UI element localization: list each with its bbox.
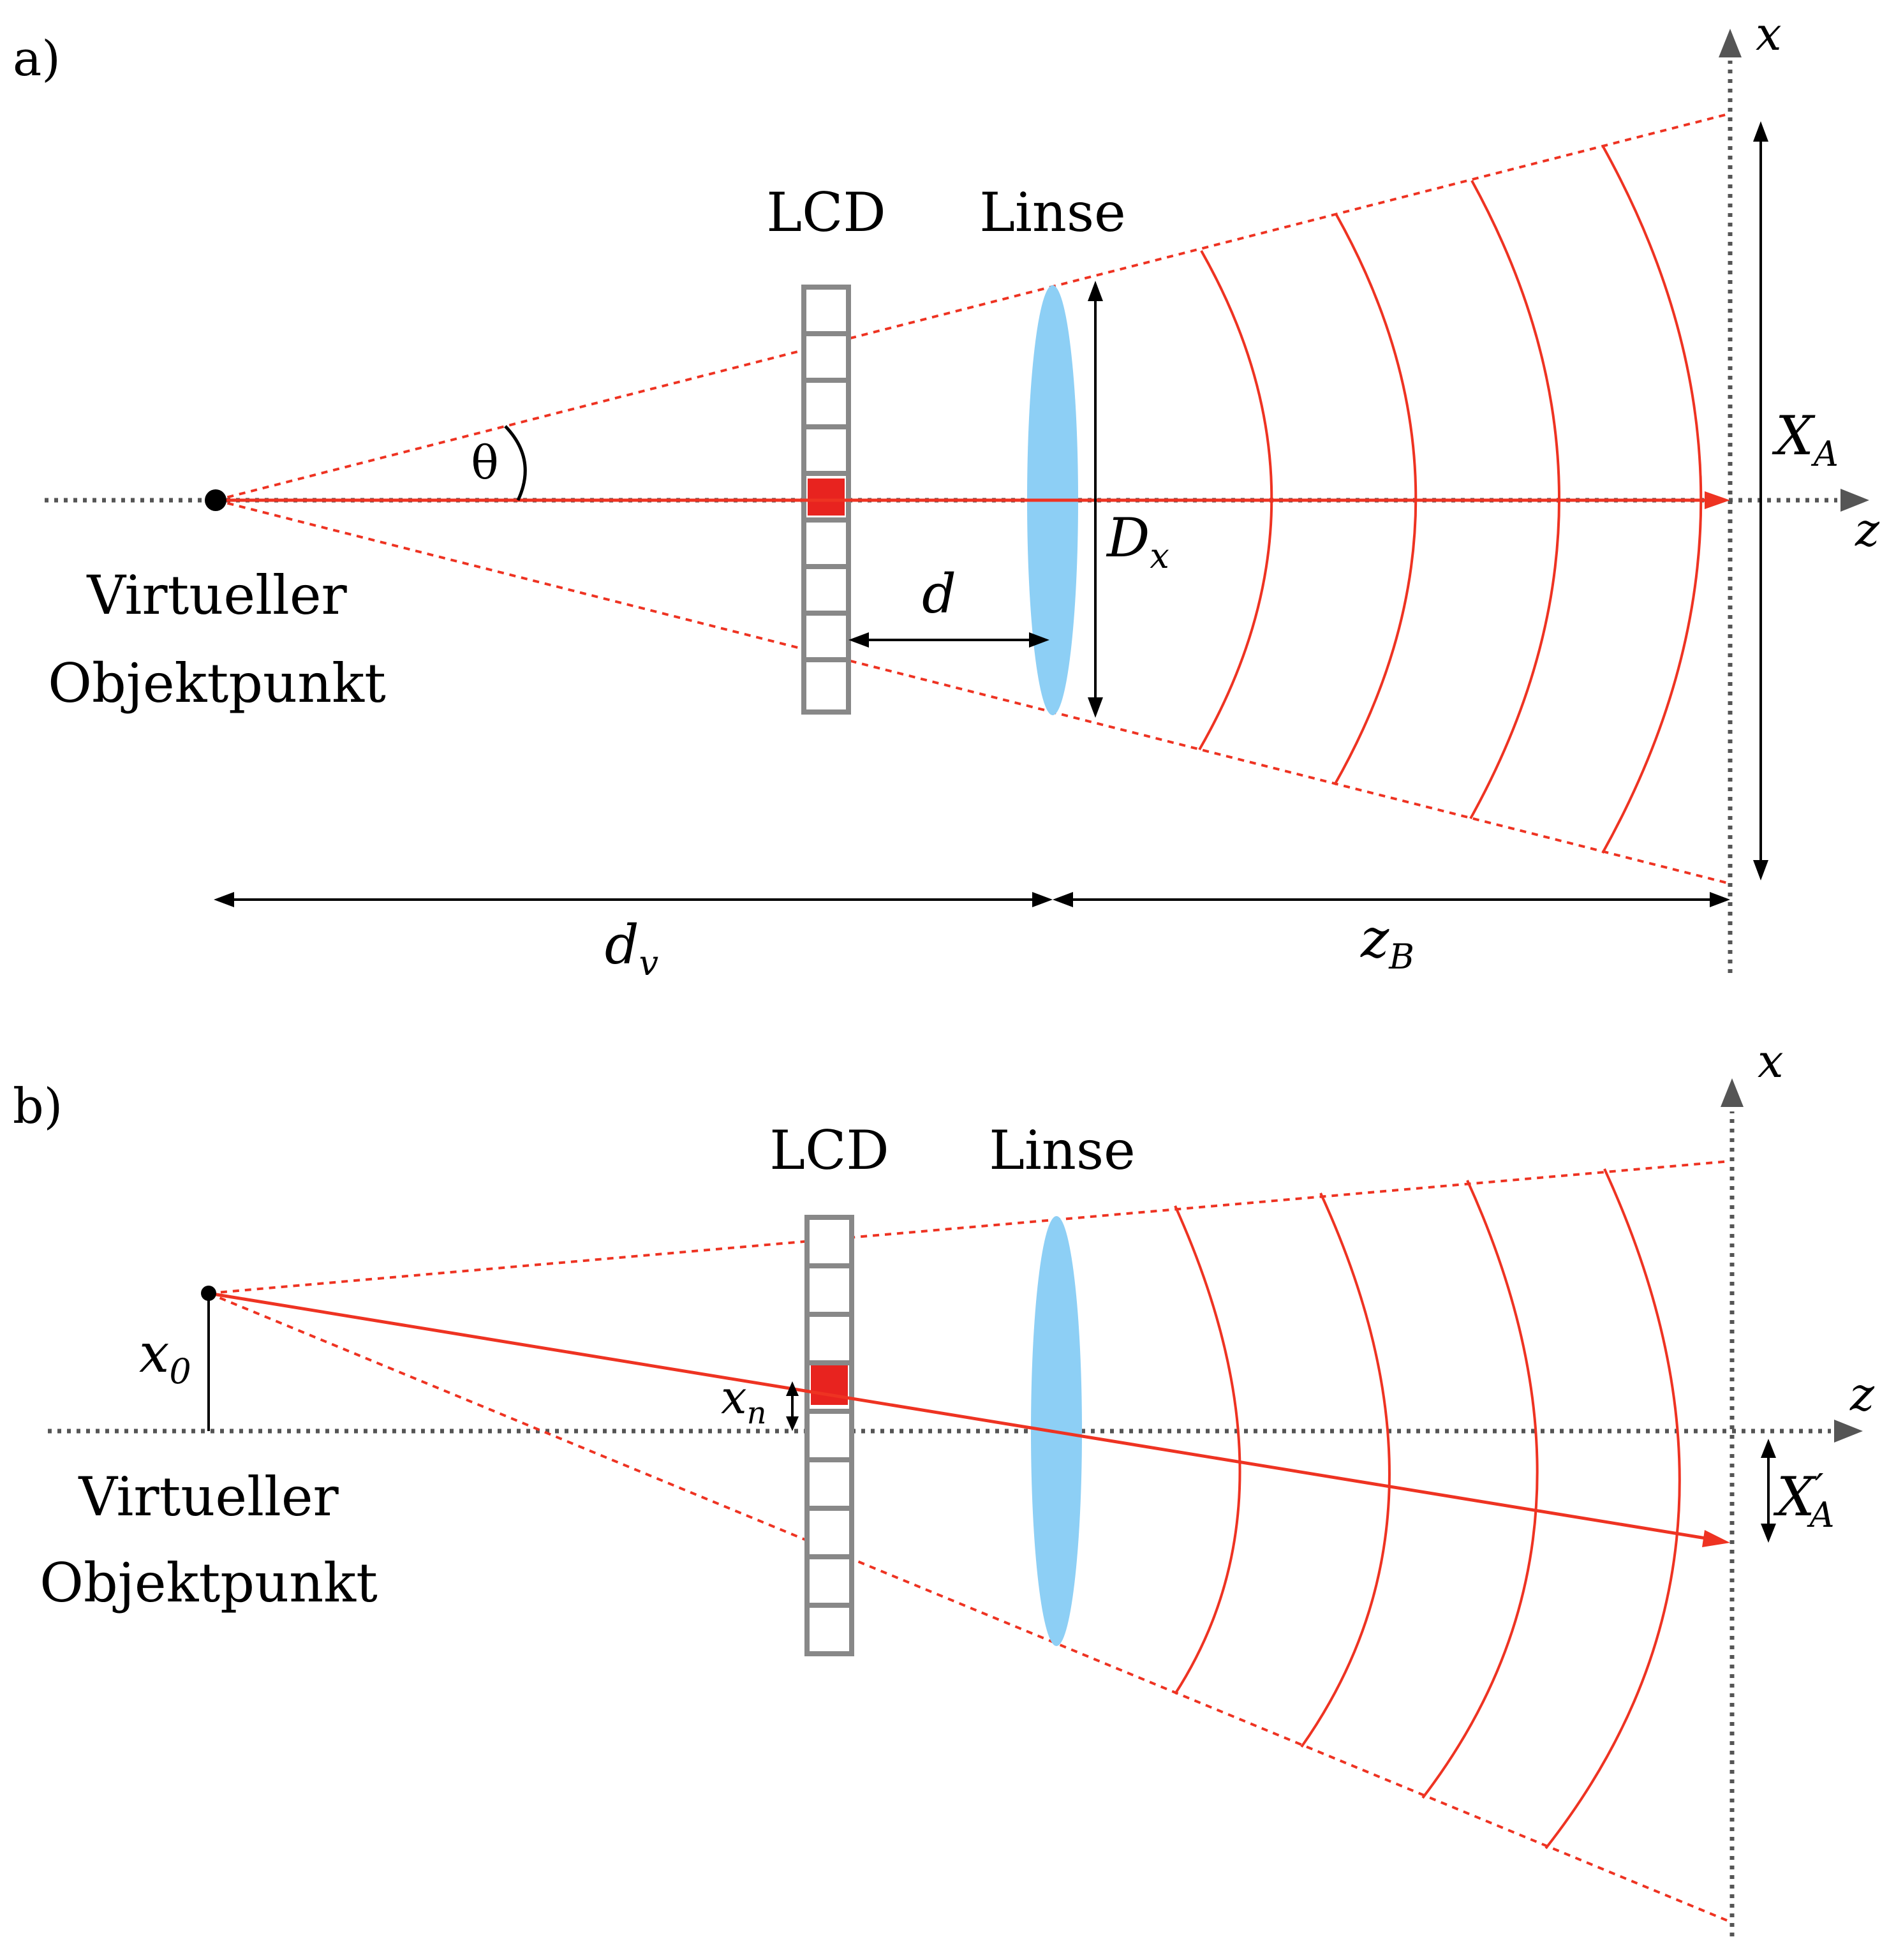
cone-ray-lower-b [208, 1292, 1731, 1923]
dx-arrow-bottom [1088, 697, 1103, 718]
lens-label-a: Linse [979, 181, 1126, 244]
d-arrow-right [1029, 632, 1049, 648]
lens-label-b: Linse [989, 1119, 1136, 1182]
object-label-line2-a: Objektpunkt [48, 652, 386, 715]
x-axis-arrowhead-b [1721, 1078, 1744, 1107]
xa-prime-arrow-bottom [1761, 1524, 1776, 1543]
z-axis-label-b: z [1849, 1367, 1875, 1421]
dx-arrow-top [1088, 281, 1103, 301]
theta-label: θ [471, 436, 498, 489]
active-pixel-a [808, 479, 845, 516]
xn-arrow-top [786, 1381, 799, 1396]
lcd-panel-b [804, 1215, 854, 1656]
wavefront-1-b [1174, 1205, 1241, 1695]
active-pixel-b [811, 1365, 848, 1405]
panel-b: b) x z LCD Linse [13, 1034, 1875, 1936]
xn-arrow-bottom [786, 1416, 799, 1431]
wavefront-3-b [1421, 1180, 1539, 1799]
object-label-line1-b: Virtueller [78, 1466, 339, 1528]
panel-b-tag: b) [13, 1078, 63, 1134]
cone-ray-lower-a [215, 499, 1731, 885]
xa-label-a: XA [1772, 405, 1839, 474]
xa-arrow-bottom [1753, 860, 1768, 880]
dx-label: Dx [1106, 507, 1169, 576]
z-axis-arrowhead-b [1834, 1420, 1863, 1443]
lcd-label-b: LCD [769, 1119, 889, 1182]
lcd-panel-a [801, 285, 851, 715]
xn-label: xn [721, 1370, 767, 1431]
dv-label: dv [605, 914, 658, 983]
object-point-a [205, 489, 226, 511]
x-axis-arrowhead-a [1719, 29, 1742, 57]
chief-ray-b [208, 1291, 1710, 1541]
zb-arrow-right [1710, 892, 1730, 907]
zb-arrow-left [1053, 892, 1073, 907]
angle-arc-a [504, 425, 527, 501]
x-axis-label-a: x [1756, 7, 1782, 61]
cone-ray-upper-b [208, 1160, 1731, 1295]
panel-a-tag: a) [13, 30, 61, 87]
dv-arrow-left [214, 892, 234, 907]
xa-prime-label: X′ A [1773, 1466, 1834, 1535]
chief-ray-arrowhead-a [1705, 491, 1730, 509]
z-axis-arrowhead-a [1840, 489, 1869, 512]
xa-prime-arrow-top [1761, 1439, 1776, 1458]
object-label-line1-a: Virtueller [86, 564, 347, 627]
xa-arrow-top [1753, 121, 1768, 142]
lcd-label-a: LCD [766, 181, 885, 244]
wavefront-2-b [1300, 1192, 1391, 1748]
d-label: d [922, 563, 956, 625]
cone-ray-upper-a [215, 112, 1731, 501]
object-label-line2-b: Objektpunkt [40, 1552, 378, 1614]
x0-label: x0 [139, 1322, 191, 1392]
wavefront-4-b [1544, 1168, 1681, 1850]
chief-ray-arrowhead-b [1702, 1530, 1730, 1547]
x-axis-label-b: x [1758, 1034, 1784, 1088]
dv-arrow-right [1032, 892, 1053, 907]
z-axis-label-a: z [1855, 503, 1880, 556]
zb-label: zB [1360, 907, 1414, 977]
panel-a: a) x z LCD Linse [13, 7, 1880, 983]
d-arrow-left [848, 632, 869, 648]
